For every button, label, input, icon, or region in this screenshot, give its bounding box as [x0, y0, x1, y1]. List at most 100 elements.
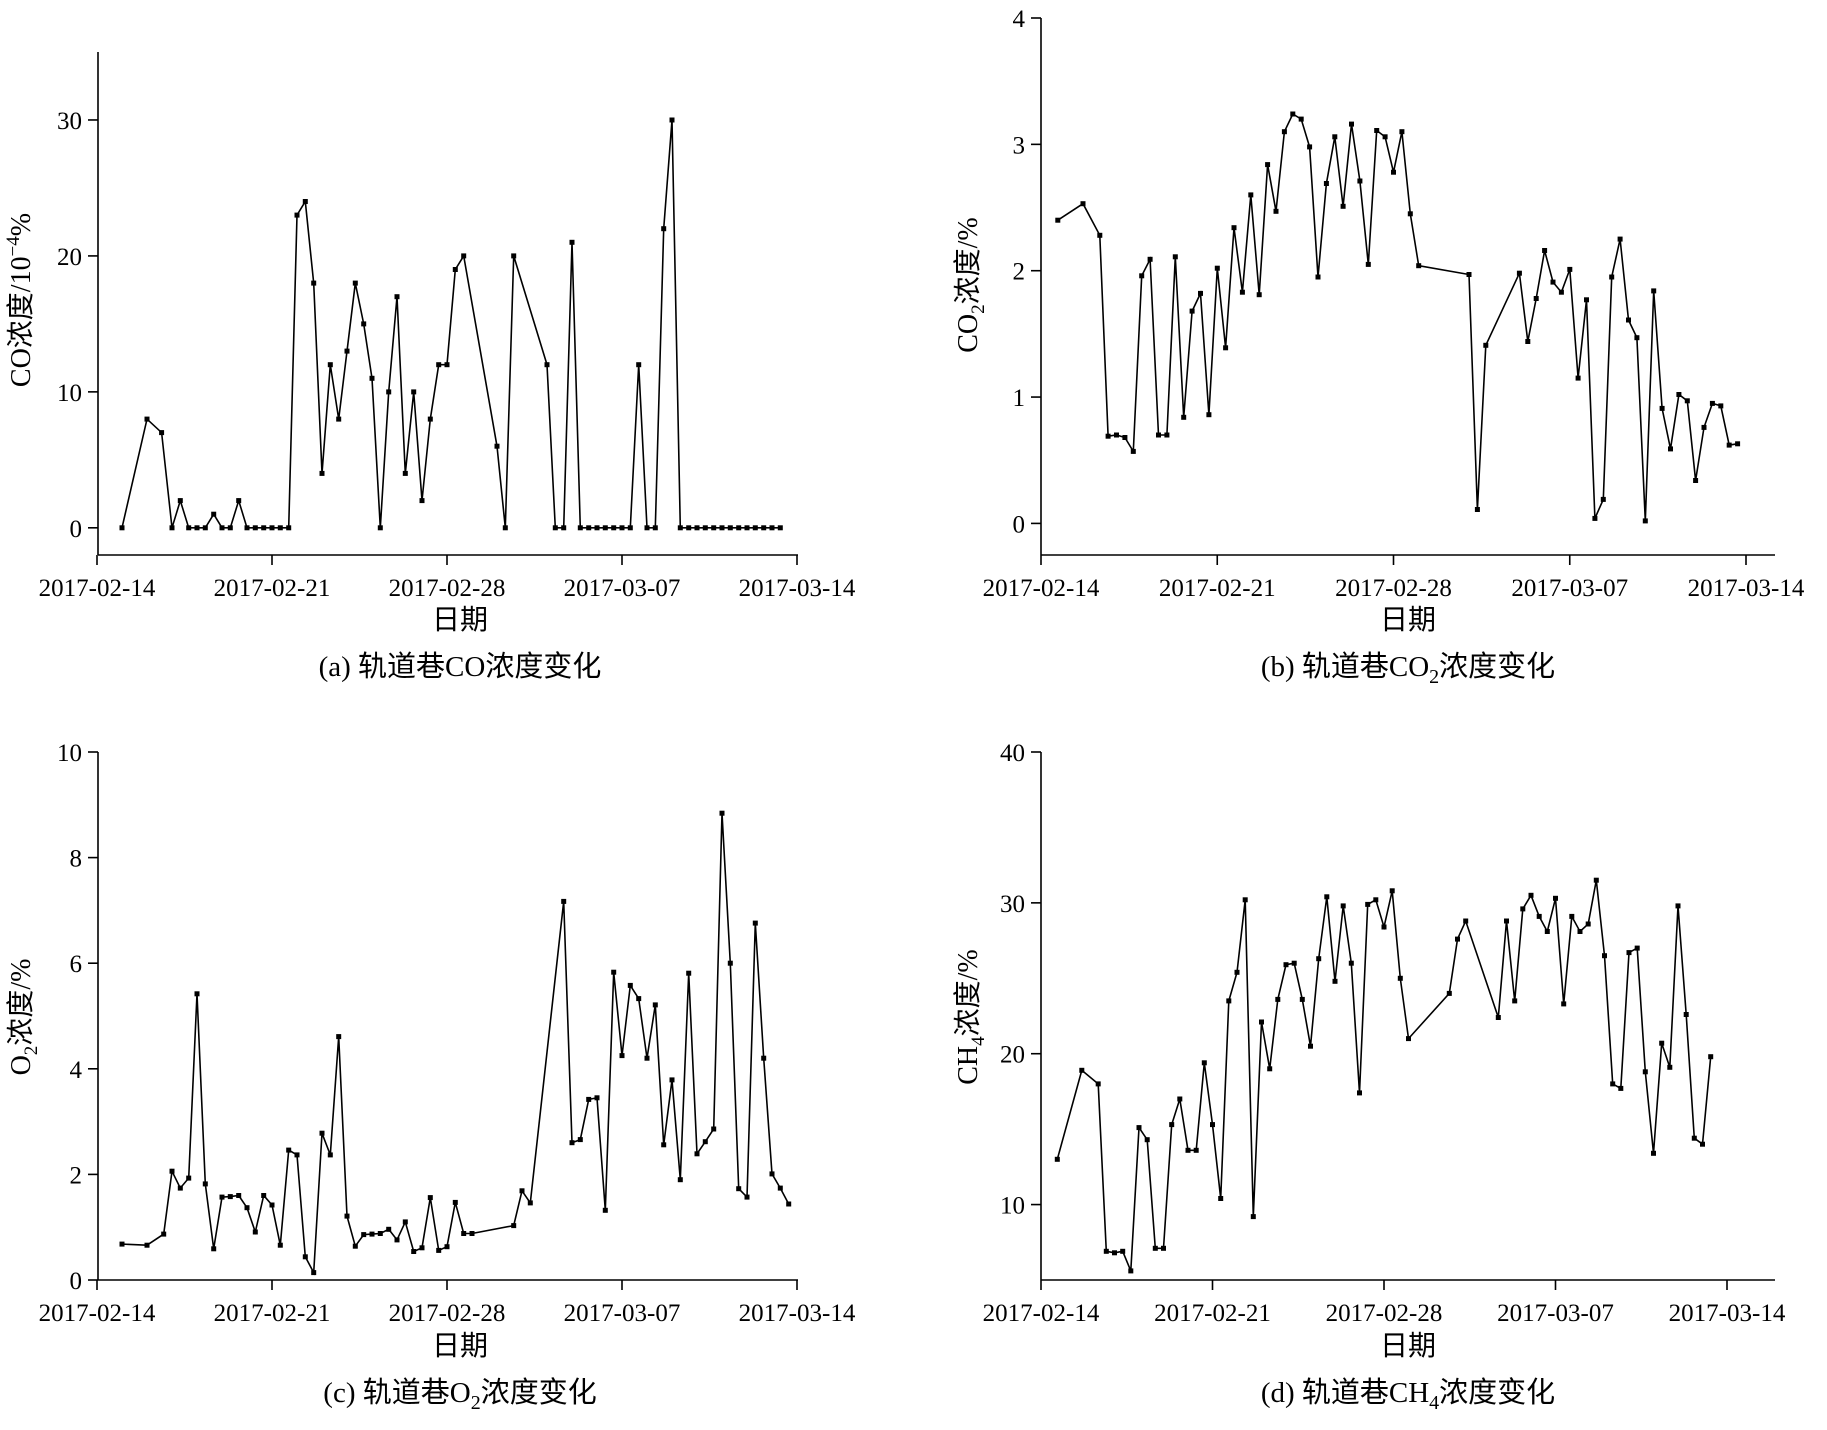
data-point [586, 1096, 592, 1102]
data-point [1634, 335, 1640, 341]
data-point [1642, 1069, 1648, 1075]
data-point [1567, 266, 1573, 272]
data-point [1735, 441, 1741, 447]
data-point [777, 525, 783, 531]
data-point [569, 1140, 575, 1146]
data-point [1659, 1040, 1665, 1046]
data-point [1198, 290, 1203, 296]
data-point [577, 1137, 583, 1143]
data-point [669, 117, 675, 123]
data-point [627, 982, 633, 988]
data-point [1504, 918, 1509, 924]
data-point [444, 362, 450, 368]
data-point [394, 1237, 400, 1243]
data-point [1399, 129, 1405, 135]
data-point [186, 525, 192, 531]
data-point [1584, 297, 1589, 303]
data-point [461, 1231, 467, 1236]
data-point [1397, 975, 1403, 981]
data-point [627, 525, 633, 531]
data-point [1185, 1147, 1191, 1153]
data-point [761, 525, 767, 531]
data-point [369, 375, 375, 381]
data-point [1152, 1245, 1158, 1251]
figure-caption: (d) 轨道巷CH4浓度变化 [1261, 1376, 1555, 1414]
data-point [1281, 129, 1287, 135]
x-tick-label: 2017-02-14 [983, 1300, 1100, 1327]
data-point [236, 1193, 242, 1198]
x-tick-label: 2017-03-07 [564, 575, 681, 602]
data-point [786, 1201, 792, 1207]
data-point [1128, 1268, 1134, 1274]
data-point [169, 525, 175, 531]
data-point [377, 525, 383, 531]
y-axis-label: CO2浓度/% [952, 217, 989, 353]
data-point [1291, 960, 1297, 966]
data-point [1407, 211, 1413, 217]
y-tick-label: 20 [1000, 1042, 1025, 1069]
data-point [269, 1202, 275, 1208]
data-point [1617, 236, 1623, 242]
series-line [1056, 880, 1712, 1272]
data-point [302, 1254, 308, 1260]
data-point [736, 1186, 742, 1192]
data-point [169, 1168, 175, 1174]
data-point [1169, 1122, 1175, 1128]
data-point [1242, 897, 1248, 903]
data-point [1214, 265, 1220, 271]
data-point [511, 1223, 517, 1229]
data-point [1234, 969, 1240, 975]
data-point [1676, 392, 1682, 397]
data-point [1112, 1250, 1117, 1256]
data-point [311, 1270, 317, 1276]
y-axis-label: CH4浓度/% [952, 949, 989, 1085]
data-point [119, 525, 125, 531]
data-point [1544, 929, 1550, 934]
data-point [419, 1245, 425, 1251]
data-point [159, 430, 165, 436]
data-point [1553, 895, 1558, 901]
data-point [1210, 1122, 1215, 1128]
data-point [519, 1188, 525, 1194]
data-point [727, 525, 733, 531]
figure-caption: (c) 轨道巷O2浓度变化 [323, 1376, 596, 1414]
x-axis-label: 日期 [1380, 1331, 1436, 1362]
data-point [1691, 1135, 1697, 1141]
data-point [1231, 225, 1237, 231]
data-point [211, 1246, 217, 1252]
data-point [352, 1243, 358, 1249]
data-point [1307, 144, 1313, 150]
data-point [1177, 1096, 1183, 1102]
data-point [311, 280, 317, 286]
data-point [661, 226, 667, 232]
data-point [261, 1193, 267, 1198]
data-point [1181, 414, 1187, 420]
data-point [1683, 1012, 1689, 1017]
y-tick-label: 30 [57, 108, 82, 135]
data-point [1299, 996, 1305, 1002]
y-tick-label: 0 [70, 1268, 83, 1295]
x-tick-label: 2017-03-07 [1497, 1300, 1614, 1327]
data-point [1416, 263, 1422, 269]
data-point [294, 212, 300, 218]
data-point [1512, 998, 1518, 1004]
data-point [711, 1126, 717, 1132]
data-point [394, 294, 400, 300]
y-tick-label: 8 [70, 846, 83, 873]
data-point [661, 1142, 667, 1148]
data-point [286, 1147, 292, 1153]
data-point [369, 1231, 375, 1237]
data-point [294, 1152, 300, 1158]
data-point [1357, 178, 1363, 184]
data-point [744, 1194, 750, 1200]
data-point [1446, 990, 1452, 996]
data-point [1120, 1248, 1126, 1254]
chart-panel-c: 0 2 4 6 8 10 2017-02-14 2017-02-21 2017-02-28 201… [5, 740, 856, 1414]
series-line [1057, 112, 1738, 521]
data-point [436, 1247, 442, 1253]
data-point [1054, 1156, 1060, 1162]
data-point [611, 969, 617, 975]
data-point [452, 267, 458, 272]
y-tick-label: 3 [1013, 132, 1026, 159]
data-point [1701, 424, 1707, 430]
